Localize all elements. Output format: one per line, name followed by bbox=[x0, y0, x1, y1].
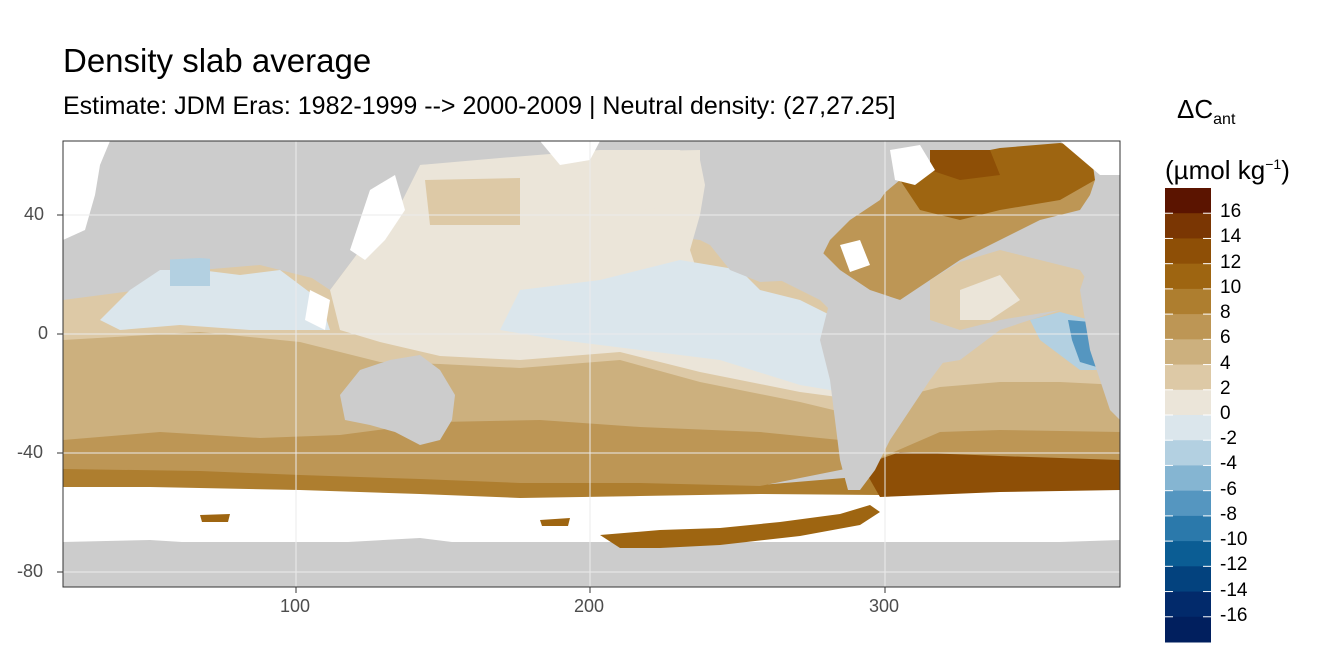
colorbar-swatch bbox=[1165, 263, 1211, 290]
legend-title-sub: ant bbox=[1213, 111, 1236, 128]
colorbar-swatch bbox=[1165, 238, 1211, 265]
colorbar-swatch bbox=[1165, 515, 1211, 542]
legend-label: 6 bbox=[1220, 327, 1231, 349]
legend-unit-suffix: ) bbox=[1281, 155, 1290, 185]
legend-label: 12 bbox=[1220, 251, 1242, 273]
north-indian-blue bbox=[100, 270, 330, 330]
no-data-patch-bering bbox=[540, 141, 600, 165]
colorbar-swatch bbox=[1165, 314, 1211, 340]
kuroshio-patch bbox=[425, 178, 520, 225]
legend-unit-prefix: (µmol kg bbox=[1165, 155, 1266, 185]
colorbar-swatch bbox=[1165, 415, 1211, 441]
y-tick-label: 40 bbox=[24, 204, 45, 224]
panel-border bbox=[62, 140, 1121, 588]
legend-label: 14 bbox=[1220, 226, 1242, 248]
colorbar-swatch bbox=[1165, 490, 1211, 517]
colorbar-swatch bbox=[1165, 465, 1211, 492]
chart-subtitle: Estimate: JDM Eras: 1982-1999 --> 2000-2… bbox=[63, 92, 896, 120]
no-data-patch-baffin bbox=[890, 145, 935, 185]
labrador-dark bbox=[930, 150, 1000, 180]
no-data-patch-japan bbox=[350, 175, 405, 260]
atlantic-pale-patch bbox=[960, 275, 1020, 320]
y-tick-label: -80 bbox=[17, 561, 44, 581]
ice-tongue-small bbox=[200, 514, 230, 522]
legend-label: 4 bbox=[1220, 352, 1231, 374]
legend-label: 10 bbox=[1220, 276, 1242, 298]
arabian-sea-blue bbox=[170, 258, 210, 286]
colorbar-swatch bbox=[1165, 591, 1211, 618]
no-data-patch-seas bbox=[305, 290, 330, 330]
y-tick-label: -40 bbox=[17, 442, 44, 462]
legend-title: ΔCant (µmol kg−1) bbox=[1165, 84, 1315, 195]
africa bbox=[1080, 255, 1120, 420]
asia bbox=[63, 141, 420, 300]
colorbar-swatch bbox=[1165, 541, 1211, 567]
legend-label: -2 bbox=[1220, 428, 1237, 450]
south-atlantic-dark bbox=[860, 448, 1120, 497]
colorbar-swatch bbox=[1165, 288, 1211, 315]
legend-label: -14 bbox=[1220, 579, 1248, 601]
legend-label: -12 bbox=[1220, 554, 1248, 576]
colorbar-swatch bbox=[1165, 213, 1211, 239]
colorbar-swatch bbox=[1165, 339, 1211, 366]
colorbar-swatch bbox=[1165, 566, 1211, 593]
ice-tongue-small bbox=[540, 518, 570, 526]
legend-label: -4 bbox=[1220, 453, 1237, 475]
no-data-patch-arctic bbox=[1060, 141, 1120, 175]
legend-label: -10 bbox=[1220, 529, 1248, 551]
colorbar-swatch bbox=[1165, 440, 1211, 466]
legend-label: 16 bbox=[1220, 201, 1242, 223]
australia bbox=[340, 355, 455, 445]
north-america bbox=[700, 141, 900, 282]
legend-label: -6 bbox=[1220, 478, 1237, 500]
legend-label: 2 bbox=[1220, 377, 1231, 399]
colorbar-swatch bbox=[1165, 389, 1211, 416]
colorbar bbox=[1165, 188, 1211, 643]
legend-label: 0 bbox=[1220, 403, 1231, 424]
y-tick-label: 0 bbox=[38, 323, 49, 343]
gridlines bbox=[63, 141, 1120, 587]
antarctica bbox=[63, 538, 1120, 587]
x-tick-label: 300 bbox=[869, 596, 900, 616]
legend-unit-sup: −1 bbox=[1265, 156, 1282, 172]
ross-weddell-tongue bbox=[600, 505, 880, 548]
colorbar-swatch bbox=[1165, 616, 1211, 643]
legend-title-main: ΔC bbox=[1177, 94, 1214, 124]
colorbar-swatch bbox=[1165, 364, 1211, 391]
no-data-patch-gulf bbox=[840, 240, 870, 272]
chart-title: Density slab average bbox=[63, 42, 372, 79]
x-tick-label: 100 bbox=[280, 596, 311, 616]
legend-label: -16 bbox=[1220, 604, 1248, 626]
legend-label: 8 bbox=[1220, 302, 1231, 324]
legend-label: -8 bbox=[1220, 503, 1237, 525]
colorbar-swatch bbox=[1165, 188, 1211, 214]
x-tick-label: 200 bbox=[574, 596, 605, 616]
axis-ticks bbox=[57, 214, 886, 593]
